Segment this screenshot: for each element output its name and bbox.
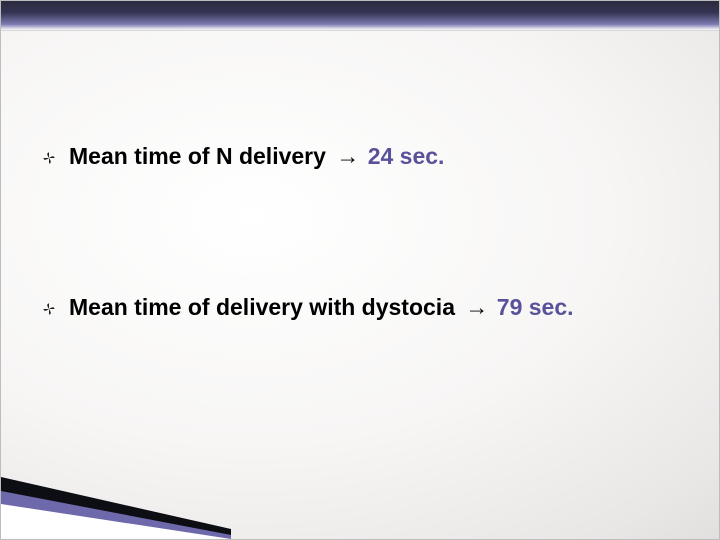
arrow-right-icon: →: [465, 292, 488, 323]
pinwheel-bullet-icon: [41, 146, 57, 170]
slide: Mean time of N delivery → 24 sec. Mean t…: [0, 0, 720, 540]
list-item: Mean time of N delivery → 24 sec.: [41, 141, 679, 172]
content-area: Mean time of N delivery → 24 sec. Mean t…: [41, 141, 679, 323]
bullet-text: Mean time of N delivery → 24 sec.: [69, 141, 444, 172]
list-item: Mean time of delivery with dystocia → 79…: [41, 292, 679, 323]
bullet-text-before: Mean time of N delivery: [69, 143, 326, 169]
bullet-highlight: 79 sec.: [497, 294, 574, 320]
pinwheel-bullet-icon: [41, 297, 57, 321]
bullet-text: Mean time of delivery with dystocia → 79…: [69, 292, 574, 323]
bullet-text-before: Mean time of delivery with dystocia: [69, 294, 455, 320]
top-accent-bar: [1, 1, 719, 31]
bullet-highlight: 24 sec.: [368, 143, 445, 169]
corner-ornament-icon: [1, 459, 231, 539]
arrow-right-icon: →: [336, 141, 359, 172]
